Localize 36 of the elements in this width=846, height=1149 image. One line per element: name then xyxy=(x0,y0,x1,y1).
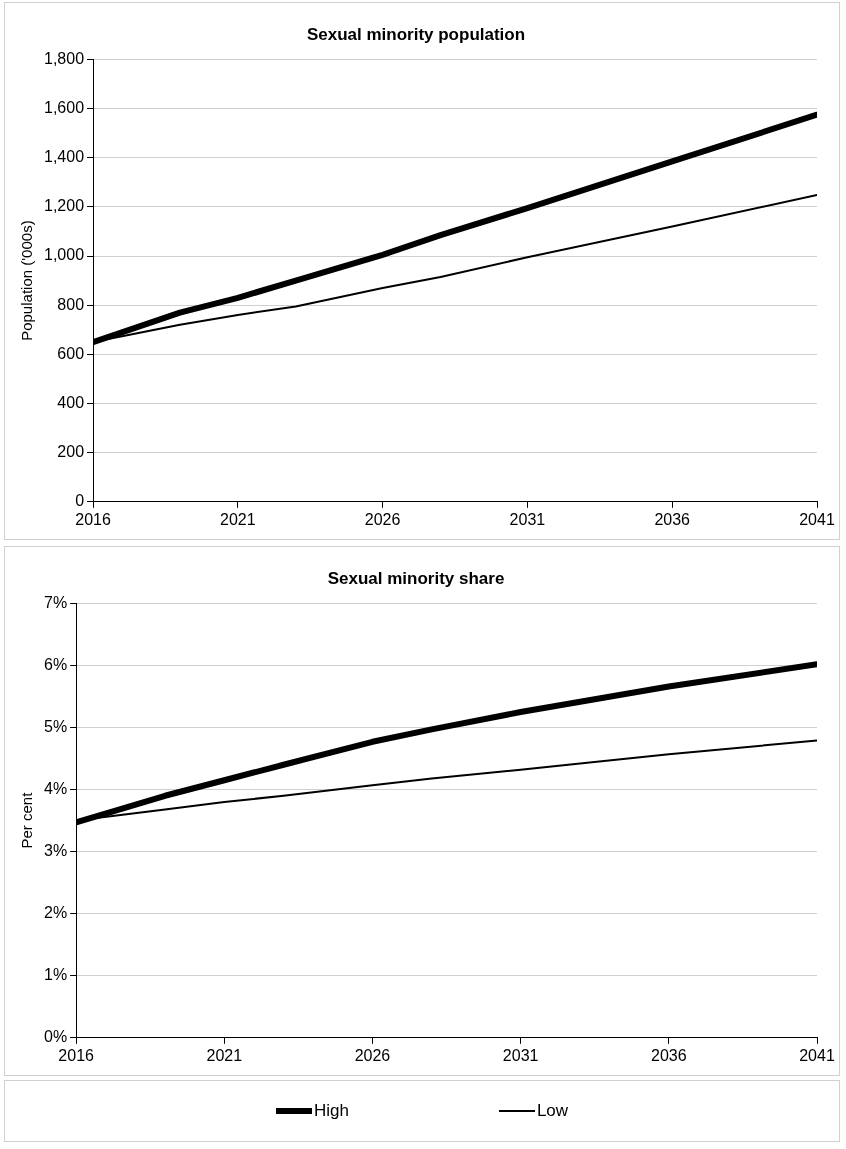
y-tick-label: 2% xyxy=(44,904,68,922)
y-tick-label: 1,000 xyxy=(43,246,85,264)
y-tick-label: 1,200 xyxy=(43,197,85,215)
y-tick-label: 4% xyxy=(44,779,68,797)
y-tick-label: 600 xyxy=(57,344,85,362)
x-tick-label: 2031 xyxy=(509,510,546,528)
x-tick-label: 2031 xyxy=(502,1046,539,1064)
y-tick-label: 5% xyxy=(44,717,68,735)
x-tick-label: 2041 xyxy=(799,510,835,528)
y-tick-label: 800 xyxy=(57,295,85,313)
x-tick-label: 2016 xyxy=(75,510,111,528)
legend-label: High xyxy=(313,1101,349,1121)
x-tick-label: 2036 xyxy=(651,1046,687,1064)
x-tick-label: 2041 xyxy=(799,1046,835,1064)
y-tick-label: 1,800 xyxy=(43,49,85,67)
x-tick-label: 2021 xyxy=(206,1046,243,1064)
y-tick-label: 200 xyxy=(57,443,85,461)
y-axis-title: Population ('000s) xyxy=(18,220,36,341)
y-axis-title: Per cent xyxy=(18,791,36,849)
chart-title: Sexual minority population xyxy=(306,24,526,44)
x-tick-label: 2021 xyxy=(220,510,256,528)
y-tick-label: 7% xyxy=(44,593,68,611)
y-tick-label: 3% xyxy=(44,842,68,860)
y-tick-label: 400 xyxy=(57,393,85,411)
y-tick-label: 1% xyxy=(44,966,68,984)
y-tick-label: 0% xyxy=(44,1028,68,1046)
chart-title: Sexual minority share xyxy=(327,568,505,588)
x-tick-label: 2026 xyxy=(354,1046,391,1064)
x-tick-label: 2026 xyxy=(364,510,401,528)
y-tick-label: 1,600 xyxy=(43,98,85,116)
x-tick-label: 2016 xyxy=(58,1046,95,1064)
y-tick-label: 0 xyxy=(75,492,85,510)
legend-label: Low xyxy=(536,1101,569,1121)
y-tick-label: 1,400 xyxy=(43,148,85,166)
y-tick-label: 6% xyxy=(44,655,68,673)
x-tick-label: 2036 xyxy=(654,510,691,528)
